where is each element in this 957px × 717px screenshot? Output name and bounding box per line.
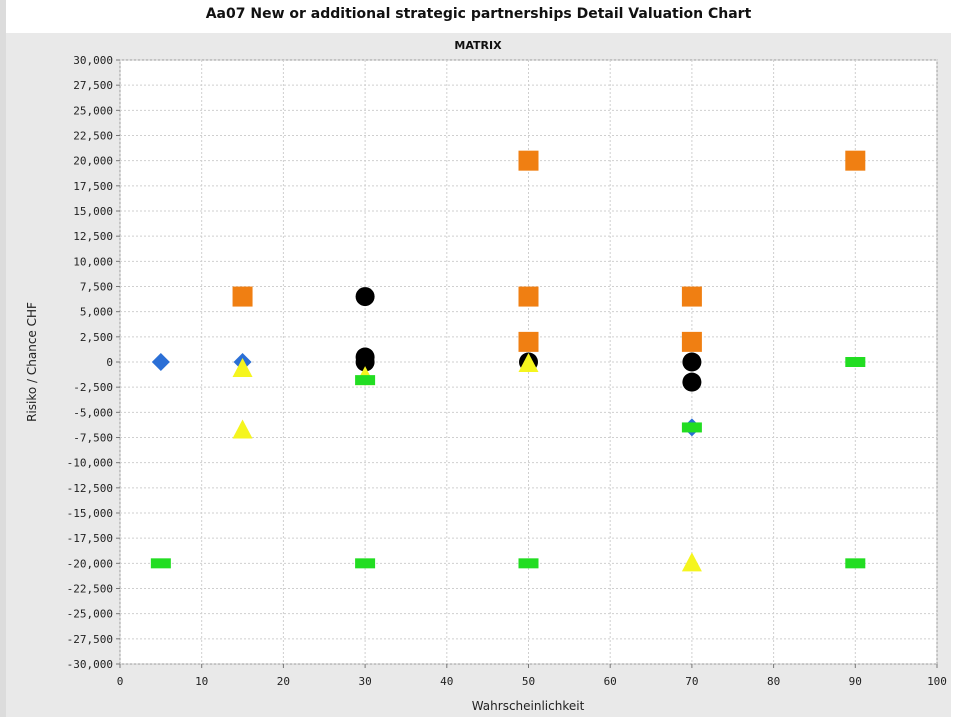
x-axis-label: Wahrscheinlichkeit [472, 699, 585, 713]
x-tick-label: 40 [440, 675, 453, 688]
y-tick-label: 5,000 [80, 306, 113, 319]
chart-title: Aa07 New or additional strategic partner… [205, 6, 752, 22]
y-tick-label: 27,500 [73, 79, 113, 92]
y-tick-label: -22,500 [67, 583, 113, 596]
square-marker [518, 331, 539, 352]
square-marker [232, 286, 253, 307]
y-tick-label: 30,000 [73, 54, 113, 67]
triangle-marker [681, 552, 702, 572]
circle-marker [355, 287, 375, 307]
square-marker [518, 150, 539, 171]
y-tick-label: -5,000 [73, 406, 113, 419]
y-tick-label: -7,500 [73, 432, 113, 445]
y-tick-label: 25,000 [73, 104, 113, 117]
triangle-marker [232, 358, 253, 378]
rect-marker [355, 375, 376, 386]
y-tick-label: 2,500 [80, 331, 113, 344]
background-strip [0, 0, 6, 717]
diamond-marker [151, 353, 170, 371]
y-tick-label: 17,500 [73, 180, 113, 193]
y-tick-label: -20,000 [67, 557, 113, 570]
y-tick-label: 15,000 [73, 205, 113, 218]
y-tick-label: 22,500 [73, 130, 113, 143]
y-tick-label: -30,000 [67, 658, 113, 671]
y-tick-label: 12,500 [73, 230, 113, 243]
y-axis-label: Risiko / Chance CHF [25, 302, 39, 422]
x-tick-label: 0 [117, 675, 124, 688]
y-tick-label: 7,500 [80, 281, 113, 294]
x-tick-label: 70 [685, 675, 698, 688]
circle-marker [355, 352, 375, 372]
rect-marker [845, 558, 866, 569]
circle-marker [682, 352, 702, 372]
square-marker [681, 286, 702, 307]
square-marker [518, 286, 539, 307]
rect-marker [845, 357, 866, 367]
axes: 30,000 27,500 25,000 22,500 20,000 17,500 15,0… [67, 54, 947, 688]
chart-subtitle: MATRIX [454, 39, 502, 52]
y-tick-label: -17,500 [67, 532, 113, 545]
y-tick-label: -15,000 [67, 507, 113, 520]
y-tick-label: 10,000 [73, 255, 113, 268]
data-points [150, 150, 866, 572]
x-tick-label: 50 [522, 675, 535, 688]
y-tick-label: -25,000 [67, 608, 113, 621]
rect-marker [518, 558, 539, 569]
y-tick-label: -27,500 [67, 633, 113, 646]
x-tick-label: 10 [195, 675, 208, 688]
x-tick-label: 30 [358, 675, 371, 688]
x-tick-label: 20 [277, 675, 290, 688]
x-tick-label: 60 [604, 675, 617, 688]
rect-marker [681, 422, 702, 433]
square-marker [845, 150, 866, 171]
rect-marker [355, 558, 376, 569]
y-tick-label: -12,500 [67, 482, 113, 495]
triangle-marker [518, 353, 539, 373]
y-tick-label: -10,000 [67, 457, 113, 470]
y-tick-label: 20,000 [73, 155, 113, 168]
x-tick-label: 90 [849, 675, 862, 688]
x-tick-label: 100 [927, 675, 947, 688]
rect-marker [150, 558, 171, 569]
x-tick-label: 80 [767, 675, 780, 688]
square-marker [681, 331, 702, 352]
y-tick-label: 0 [106, 356, 113, 369]
y-tick-label: -2,500 [73, 381, 113, 394]
circle-marker [682, 372, 702, 392]
triangle-marker [232, 419, 253, 439]
